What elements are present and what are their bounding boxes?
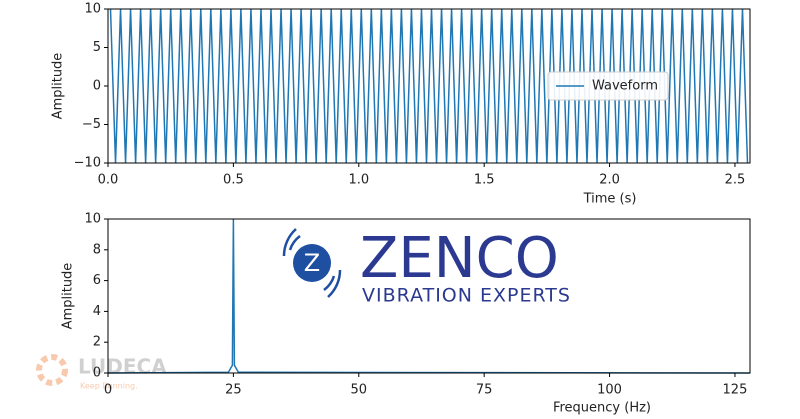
- chart: 0.0 0.5 1.0 1.5 2.0 2.5 −10 −5 0 5 10 Time (s) Ampli…: [51, 2, 751, 207]
- ludeca-icon: [36, 354, 68, 386]
- y-axis-label: Amplitude: [61, 263, 76, 330]
- y-axis-label: Amplitude: [51, 53, 66, 120]
- x-tick-label: 100: [597, 383, 622, 398]
- y-tick-label: 0: [93, 79, 101, 94]
- ludeca-name: LUDECA: [78, 355, 167, 379]
- x-axis-label: Frequency (Hz): [553, 401, 651, 416]
- x-tick-label: 1.0: [348, 173, 369, 188]
- chart: 0 25 50 75 100 125 0 2 4 6 8 10 Frequency (Hz) Amplit…: [61, 212, 751, 416]
- axes-frame: [107, 218, 751, 374]
- zenco-name: ZENCO: [360, 226, 559, 291]
- zenco-logo: Z ZENCO VIBRATION EXPERTS: [282, 226, 571, 307]
- zenco-icon-letter: Z: [304, 249, 320, 277]
- zenco-icon: [293, 244, 331, 282]
- x-tick-label: 2.0: [599, 173, 620, 188]
- ludeca-tagline: Keep Running.: [80, 382, 138, 391]
- y-tick-label: 4: [93, 304, 101, 319]
- y-tick-label: 8: [93, 242, 101, 257]
- y-tick-label: 5: [93, 40, 101, 55]
- y-tick-label: 10: [84, 2, 101, 17]
- x-tick-label: 75: [476, 383, 493, 398]
- legend-label: Waveform: [592, 79, 658, 94]
- y-tick-label: −10: [74, 156, 101, 171]
- x-tick-label: 0.5: [223, 173, 244, 188]
- x-tick-label: 1.5: [474, 173, 495, 188]
- zenco-tagline: VIBRATION EXPERTS: [362, 285, 571, 307]
- x-tick-label: 0: [104, 383, 112, 398]
- zenco-waves: [282, 228, 342, 298]
- ludeca-logo: LUDECA Keep Running.: [36, 354, 167, 391]
- y-tick-label: 10: [84, 212, 101, 227]
- x-tick-label: 50: [351, 383, 368, 398]
- x-axis-label: Time (s): [583, 192, 637, 207]
- legend: Waveform: [547, 71, 669, 101]
- x-tick-label: 25: [225, 383, 242, 398]
- x-tick-label: 0.0: [98, 173, 119, 188]
- data-line: [109, 8, 749, 164]
- y-tick-label: 6: [93, 273, 101, 288]
- x-tick-label: 2.5: [725, 173, 746, 188]
- y-tick-label: 2: [93, 335, 101, 350]
- y-tick-label: −5: [82, 117, 101, 132]
- y-tick-label: 0: [93, 366, 101, 381]
- legend-box: [547, 71, 669, 101]
- x-tick-label: 125: [723, 383, 748, 398]
